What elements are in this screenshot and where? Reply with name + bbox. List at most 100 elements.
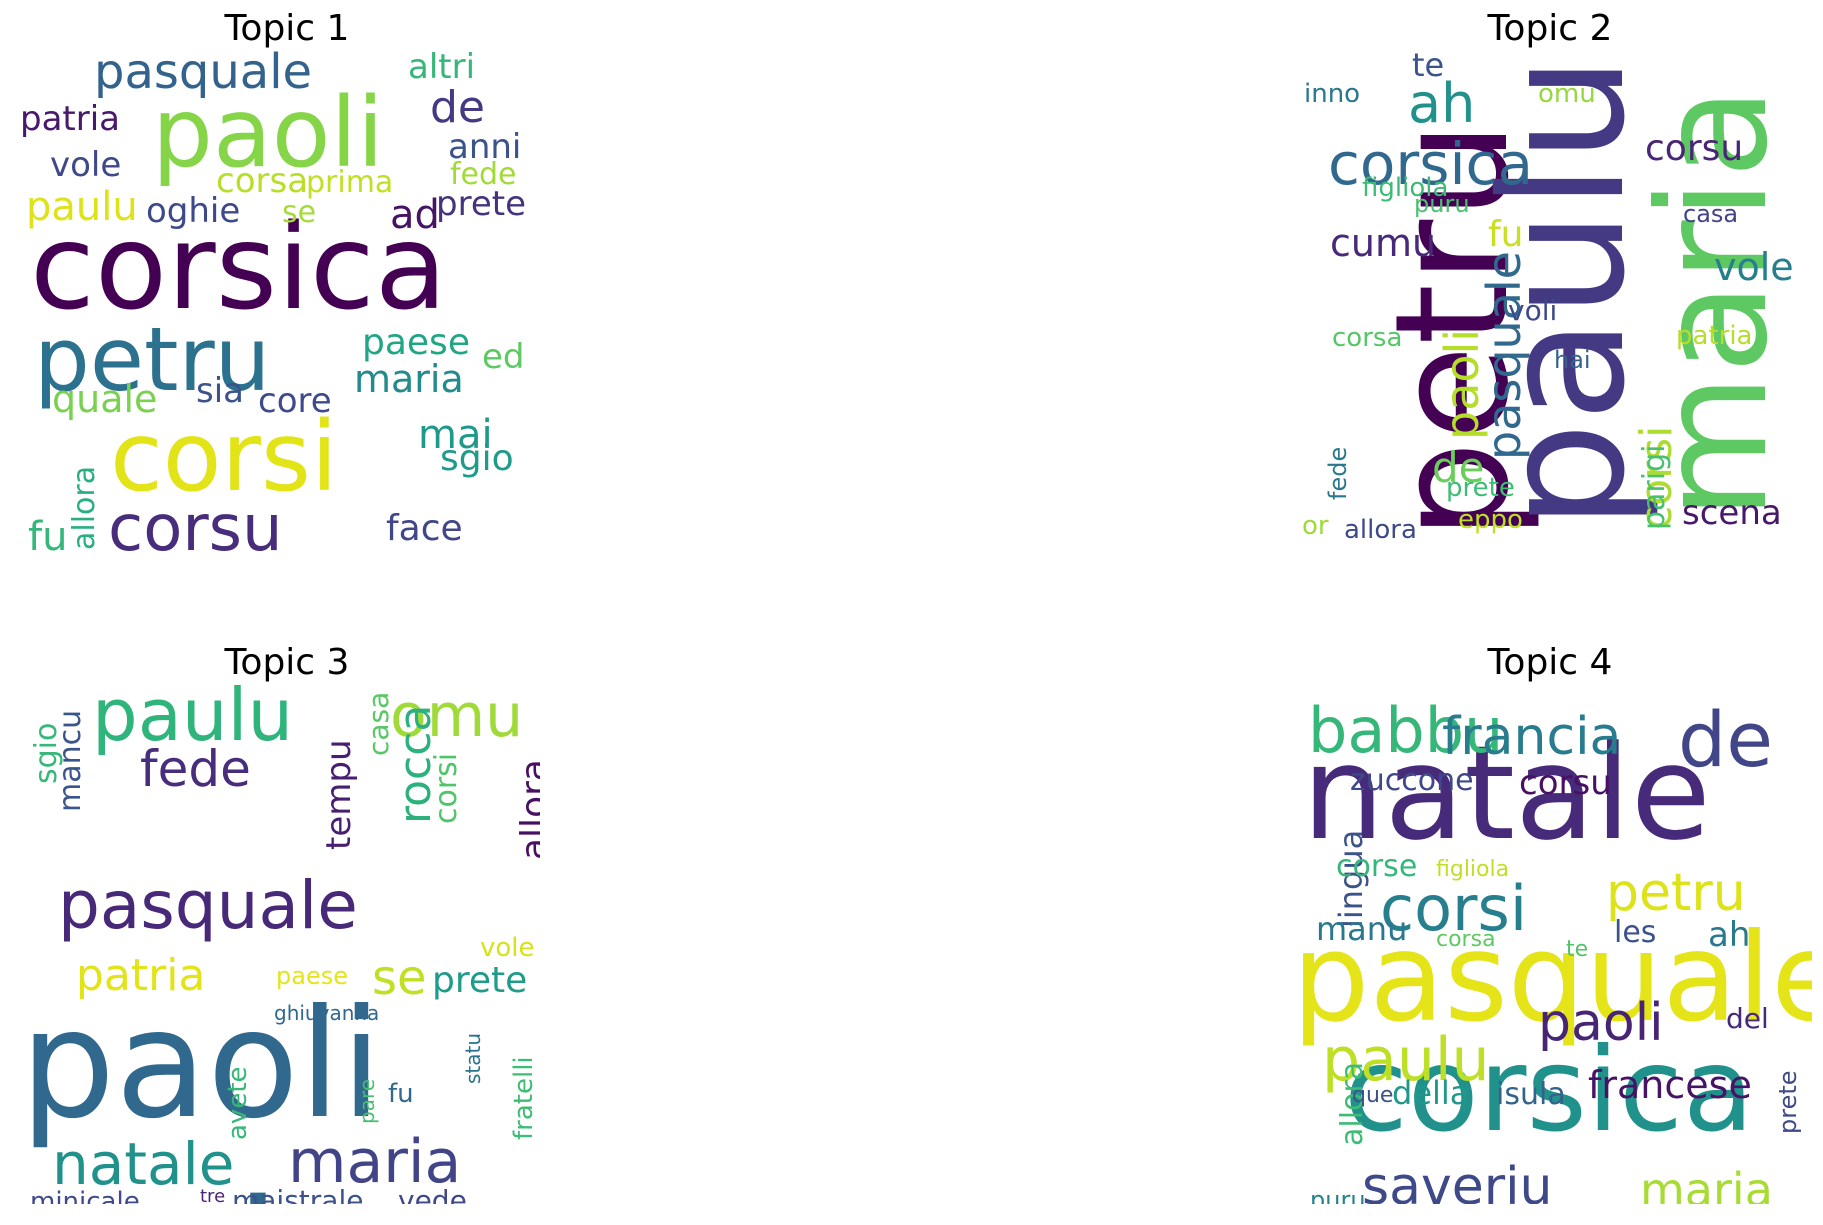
topic-1-word: mai — [418, 412, 493, 458]
topic-1-word: paulu — [26, 184, 138, 230]
topic-3-word: paese — [276, 962, 348, 990]
topic-3-word: vede — [398, 1184, 467, 1204]
topic-2-word: paulu — [1465, 55, 1663, 530]
topic-4-word: paulu — [1322, 1025, 1490, 1095]
topic-4-word: prete — [1774, 1070, 1802, 1134]
topic-2-word: fede — [1324, 447, 1352, 500]
topic-1-word: paese — [362, 322, 470, 363]
topic-1-word: ed — [482, 337, 525, 377]
topic-1-word: prima — [306, 165, 393, 200]
topic-1-word: prete — [436, 184, 526, 224]
topic-1-word: oghie — [146, 191, 240, 231]
topic-3-word: avete — [223, 1066, 253, 1140]
topic-4-word: saveriu — [1362, 1157, 1553, 1204]
topic-1-word: corsa — [216, 161, 308, 201]
topic-4-word: manu — [1316, 910, 1407, 948]
topic-3-word: tempu — [319, 740, 359, 851]
topic-2-word: or — [1302, 511, 1329, 541]
topic-2-word: corsica — [1328, 130, 1533, 198]
topic-1-word: sgio — [440, 438, 514, 479]
topic-1-word: altri — [408, 50, 475, 87]
topic-1-word: vole — [50, 145, 121, 185]
topic-4-word: babbu — [1308, 694, 1503, 767]
topic-1-title: Topic 1 — [224, 8, 350, 49]
topic-4-word: corsa — [1436, 927, 1496, 952]
topic-1-word: fede — [450, 157, 517, 192]
topic-4-word: natale — [1302, 717, 1711, 869]
topic-2-word: fu — [1488, 214, 1524, 255]
topic-3-word: paulu — [92, 684, 293, 757]
topic-2-word: voli — [1508, 294, 1557, 327]
topic-4-word: te — [1566, 937, 1588, 962]
topic-3-word: casa — [362, 692, 395, 756]
topic-1-word: maria — [354, 357, 464, 401]
topic-2-word: inno — [1304, 79, 1360, 109]
topic-4-word: zuccone — [1350, 763, 1474, 798]
topic-3-word: tre — [200, 1186, 225, 1204]
topic-4-title: Topic 4 — [1487, 642, 1613, 683]
topic-4-word: corsu — [1519, 763, 1612, 803]
topic-2-word: corsa — [1332, 323, 1402, 353]
topic-3-word: pare — [355, 1079, 379, 1124]
topic-3-word: statu — [461, 1033, 485, 1084]
topic-4-word: francese — [1588, 1063, 1752, 1107]
topic-4-word: figliola — [1436, 857, 1509, 882]
topic-2-word: patria — [1676, 321, 1752, 351]
topic-2-word: paoli — [1435, 329, 1489, 440]
topic-1-word: corsi — [110, 401, 338, 513]
topic-4-word: de — [1678, 695, 1773, 784]
topic-1-word: allora — [67, 466, 102, 550]
topic-1-word: patria — [20, 99, 120, 139]
topic-3-word: fu — [388, 1079, 414, 1109]
topic-2-word: allora — [1344, 515, 1417, 545]
topic-3-word: fratelli — [509, 1056, 539, 1140]
topic-3-word: patria — [76, 950, 205, 1001]
topic-3-word: sgio — [29, 723, 64, 784]
topic-4-word: paoli — [1538, 993, 1664, 1053]
topic-3-word: natale — [52, 1130, 234, 1198]
topic-4-word: corsi — [1380, 872, 1527, 945]
topic-2-word: te — [1412, 50, 1444, 84]
topic-3-word: vole — [480, 933, 535, 963]
topic-2-word: parigi — [1637, 445, 1672, 530]
topic-3-word: ghiuvanna — [274, 1001, 379, 1025]
topic-4-word: que — [1352, 1083, 1393, 1108]
topic-4-word: allora — [1335, 1062, 1370, 1146]
topic-2-word: puru — [1414, 190, 1470, 218]
topic-3-word: maistrale — [232, 1184, 363, 1204]
topic-3-word: paoli — [20, 978, 382, 1152]
topic-2-word: hai — [1554, 346, 1591, 374]
topic-3-word: petru — [22, 1155, 479, 1204]
topic-2-word: ah — [1408, 72, 1475, 135]
topic-2-word: eppo — [1458, 505, 1523, 535]
topic-2-wordcloud: petru paulu maria corsica ah te inno omu corsu fi… — [1292, 50, 1812, 570]
topic-1-word: pasquale — [94, 50, 312, 100]
topic-2-word: corsu — [1645, 128, 1743, 169]
topic-3-word: allora — [514, 759, 540, 860]
topic-3-word: se — [372, 950, 427, 1006]
topic-4-word: del — [1726, 1002, 1769, 1035]
topic-2-word: petru — [1361, 121, 1543, 540]
topic-4-word: maria — [1640, 1163, 1773, 1204]
topic-1-word: face — [386, 508, 463, 549]
topic-1-word: core — [258, 381, 332, 421]
topic-4-word: puru — [1310, 1186, 1366, 1204]
topic-1-word: sia — [196, 371, 244, 411]
topic-4-word: ah — [1708, 915, 1750, 955]
topic-2-word: casa — [1683, 200, 1738, 228]
topic-1-word: paoli — [152, 77, 384, 189]
topic-3-word: fede — [140, 740, 251, 798]
topic-3-word: mancu — [53, 710, 88, 812]
topic-1-word: anni — [448, 127, 521, 167]
topic-4-word: petru — [1606, 863, 1746, 923]
topic-1-wordcloud: corsica paoli petru corsi corsu pasquale altri… — [20, 50, 540, 570]
topic-2-title: Topic 2 — [1487, 8, 1613, 49]
topic-4-word: francia — [1442, 707, 1621, 767]
topic-4-word: lingua — [1332, 830, 1370, 928]
topic-3-word: pasquale — [58, 867, 358, 944]
topic-1-word: petru — [34, 308, 270, 411]
topic-2-word: vole — [1714, 245, 1794, 289]
